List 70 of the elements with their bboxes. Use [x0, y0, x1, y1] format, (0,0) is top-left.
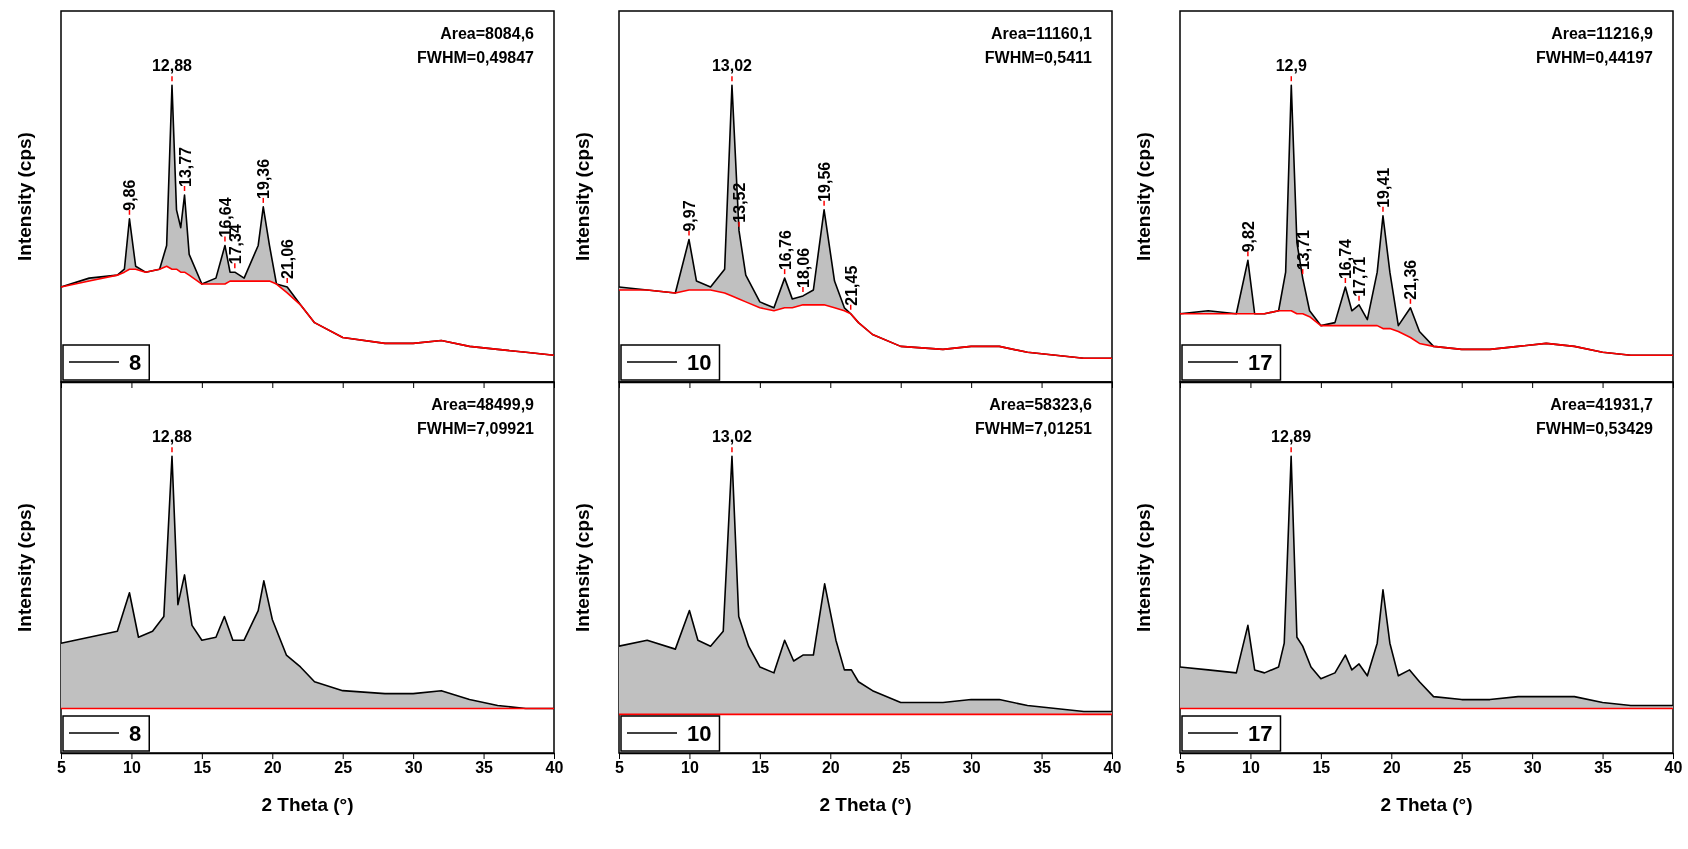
annotation: 19,56 — [816, 161, 834, 202]
legend-label: 8 — [129, 350, 142, 375]
legend-label: 10 — [687, 350, 712, 375]
text: FWHM=0,53429 — [1536, 420, 1654, 437]
text: FWHM=0,5411 — [984, 49, 1093, 66]
annotation: 9,97 — [681, 200, 699, 232]
text: Area=11160,1 — [991, 25, 1093, 42]
x-tick-label: 30 — [1523, 759, 1542, 777]
text: Area=8084,6 — [440, 25, 535, 42]
legend-label: 10 — [687, 721, 712, 746]
annotation: 19,41 — [1374, 167, 1392, 208]
annotation: 19,36 — [255, 158, 273, 199]
text: FWHM=0,49847 — [417, 49, 535, 66]
x-tick-label: 15 — [193, 759, 212, 777]
annotation: 9,82 — [1239, 221, 1257, 253]
x-axis-title: 2 Theta (°) — [819, 794, 912, 815]
annotation: 21,45 — [842, 265, 860, 306]
legend-label: 17 — [1248, 721, 1273, 746]
y-axis-title: Intensity (cps) — [572, 503, 593, 632]
annotation: 12,89 — [1271, 428, 1312, 446]
x-tick-label: 30 — [404, 759, 423, 777]
x-tick-label: 20 — [1382, 759, 1401, 777]
x-tick-label: 35 — [1033, 759, 1052, 777]
x-tick-label: 10 — [1242, 759, 1260, 777]
legend-label: 8 — [129, 721, 142, 746]
y-axis-title: Intensity (cps) — [1133, 503, 1154, 632]
annotation: 13,71 — [1294, 229, 1312, 271]
x-tick-label: 10 — [681, 759, 699, 777]
annotation: 13,02 — [711, 428, 753, 446]
y-axis-title: Intensity (cps) — [572, 132, 593, 261]
x-tick-label: 35 — [475, 759, 494, 777]
x-axis-title: 2 Theta (°) — [1380, 794, 1473, 815]
x-tick-label: 40 — [545, 759, 564, 777]
annotation: 9,86 — [121, 179, 139, 211]
x-tick-label: 40 — [1664, 759, 1683, 777]
text: Area=11216,9 — [1551, 25, 1654, 42]
y-axis-title: Intensity (cps) — [14, 503, 35, 632]
x-tick-label: 35 — [1594, 759, 1613, 777]
annotation: 13,77 — [176, 146, 194, 188]
annotation: 21,36 — [1402, 259, 1420, 300]
annotation: 16,76 — [776, 229, 794, 271]
x-tick-label: 30 — [962, 759, 981, 777]
annotation: 18,06 — [794, 247, 812, 288]
text: FWHM=7,01251 — [975, 420, 1093, 437]
x-tick-label: 25 — [892, 759, 911, 777]
text: FWHM=7,09921 — [417, 420, 535, 437]
annotation: 21,06 — [279, 238, 297, 280]
y-axis-title: Intensity (cps) — [1133, 132, 1154, 261]
x-tick-label: 5 — [615, 759, 625, 777]
x-tick-label: 5 — [1176, 759, 1186, 777]
annotation: 12,9 — [1275, 57, 1307, 75]
x-tick-label: 25 — [334, 759, 353, 777]
annotation: 12,88 — [151, 428, 193, 446]
legend-label: 17 — [1248, 350, 1273, 375]
annotation: 13,02 — [711, 57, 753, 75]
y-axis-title: Intensity (cps) — [14, 132, 35, 261]
x-axis-title: 2 Theta (°) — [261, 794, 354, 815]
text: Area=41931,7 — [1550, 396, 1654, 413]
x-tick-label: 40 — [1103, 759, 1122, 777]
x-tick-label: 20 — [263, 759, 282, 777]
text: Area=58323,6 — [989, 396, 1093, 413]
annotation: 12,88 — [151, 57, 193, 75]
text: Area=48499,9 — [431, 396, 535, 413]
x-tick-label: 15 — [751, 759, 770, 777]
text: FWHM=0,44197 — [1536, 49, 1654, 66]
x-tick-label: 5 — [57, 759, 67, 777]
x-tick-label: 10 — [123, 759, 141, 777]
x-tick-label: 25 — [1453, 759, 1472, 777]
x-tick-label: 15 — [1312, 759, 1331, 777]
x-tick-label: 20 — [821, 759, 840, 777]
